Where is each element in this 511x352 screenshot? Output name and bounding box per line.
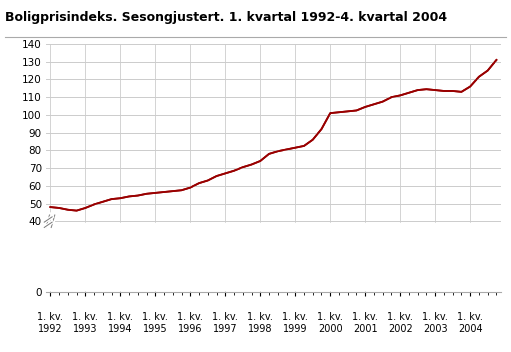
Text: Boligprisindeks. Sesongjustert. 1. kvartal 1992-4. kvartal 2004: Boligprisindeks. Sesongjustert. 1. kvart…: [5, 11, 447, 24]
Text: 1. kv.: 1. kv.: [387, 312, 413, 322]
Text: 1. kv.: 1. kv.: [177, 312, 203, 322]
Text: 1. kv.: 1. kv.: [422, 312, 448, 322]
Text: 1. kv.: 1. kv.: [73, 312, 98, 322]
Text: 1. kv.: 1. kv.: [317, 312, 343, 322]
Text: 1994: 1994: [108, 324, 132, 334]
Text: 1999: 1999: [283, 324, 308, 334]
Text: 1998: 1998: [248, 324, 272, 334]
Text: 1995: 1995: [143, 324, 168, 334]
Text: 1. kv.: 1. kv.: [143, 312, 168, 322]
Text: 1. kv.: 1. kv.: [37, 312, 63, 322]
Text: 1. kv.: 1. kv.: [457, 312, 483, 322]
Text: 1992: 1992: [38, 324, 63, 334]
Text: 1997: 1997: [213, 324, 238, 334]
Text: 1. kv.: 1. kv.: [107, 312, 133, 322]
Text: 1. kv.: 1. kv.: [247, 312, 273, 322]
Text: 2000: 2000: [318, 324, 342, 334]
Text: 1. kv.: 1. kv.: [213, 312, 238, 322]
Text: 2004: 2004: [458, 324, 482, 334]
Bar: [46, 223, 501, 290]
Text: 2001: 2001: [353, 324, 378, 334]
Text: 1996: 1996: [178, 324, 202, 334]
Text: 1993: 1993: [73, 324, 98, 334]
Text: 1. kv.: 1. kv.: [282, 312, 308, 322]
Text: 2002: 2002: [388, 324, 412, 334]
Text: 1. kv.: 1. kv.: [352, 312, 378, 322]
Text: 2003: 2003: [423, 324, 448, 334]
